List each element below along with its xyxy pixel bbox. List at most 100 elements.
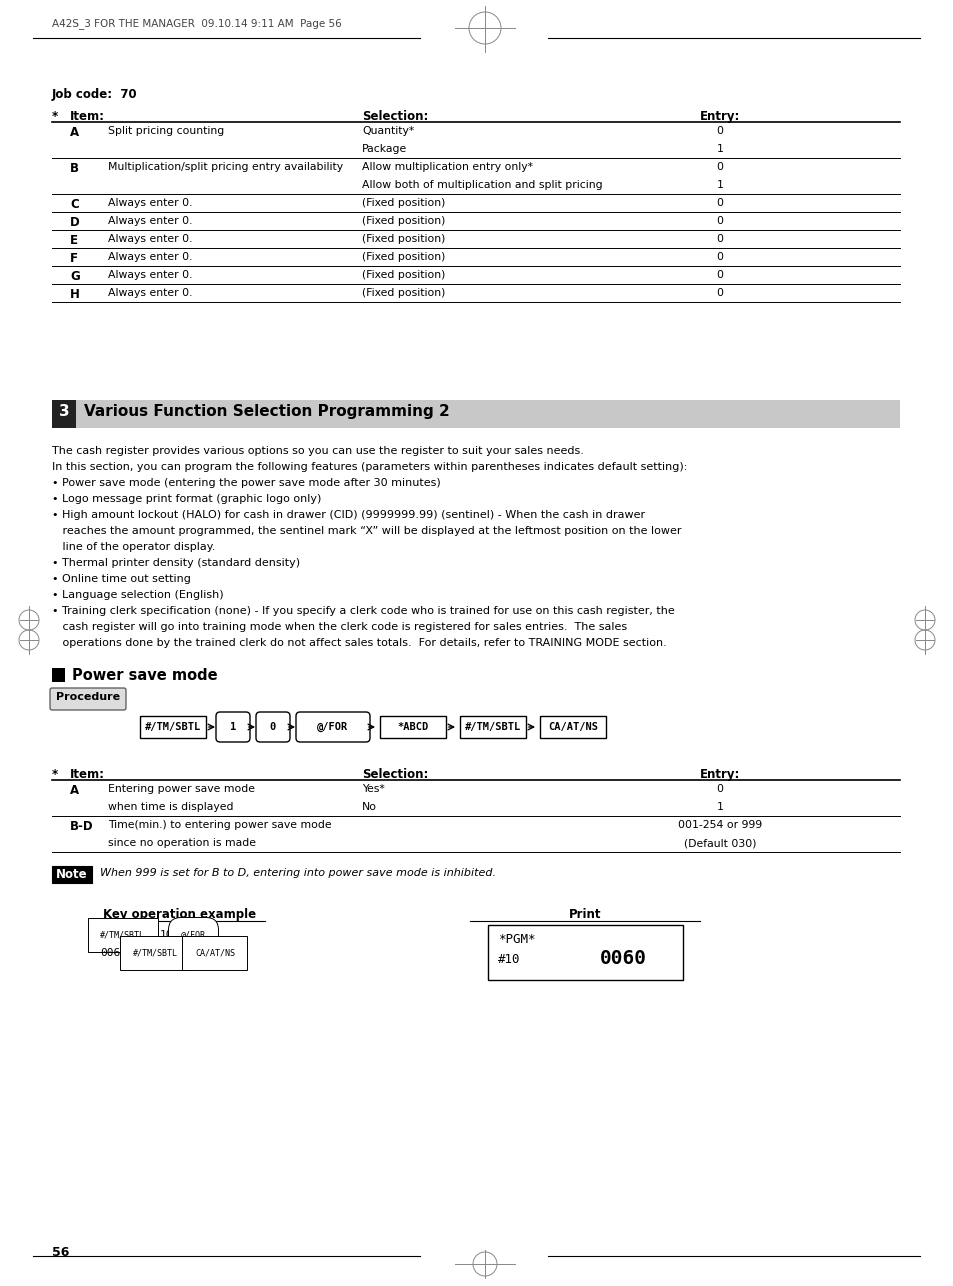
Text: • Language selection (English): • Language selection (English) [52,590,223,601]
Text: Various Function Selection Programming 2: Various Function Selection Programming 2 [84,404,449,419]
Text: 1: 1 [716,180,722,190]
Text: 0: 0 [716,234,722,244]
Text: B: B [70,162,79,175]
Text: Always enter 0.: Always enter 0. [108,234,193,244]
Text: Split pricing counting: Split pricing counting [108,126,224,136]
Text: 1: 1 [716,144,722,154]
Text: B-D: B-D [70,820,93,833]
Text: 0: 0 [716,162,722,172]
Text: #/TM/SBTL: #/TM/SBTL [100,930,145,939]
Text: @/FOR: @/FOR [181,930,206,939]
Text: 0: 0 [716,784,722,793]
Text: Entry:: Entry: [700,111,740,123]
Text: (Fixed position): (Fixed position) [361,270,445,280]
Text: 56: 56 [52,1246,70,1259]
Text: #10: #10 [497,953,520,966]
FancyBboxPatch shape [50,688,126,710]
Text: (Fixed position): (Fixed position) [361,234,445,244]
Text: 1: 1 [716,802,722,811]
Bar [488,925,682,980]
Text: In this section, you can program the following features (parameters within paren: In this section, you can program the fol… [52,462,687,472]
Text: Yes*: Yes* [361,784,384,793]
Text: (Fixed position): (Fixed position) [361,216,445,226]
Text: CA/AT/NS: CA/AT/NS [194,948,234,957]
Text: When 999 is set for B to D, entering into power save mode is inhibited.: When 999 is set for B to D, entering int… [100,868,496,878]
Text: Selection:: Selection: [361,111,428,123]
Text: operations done by the trained clerk do not affect sales totals.  For details, r: operations done by the trained clerk do … [52,638,666,648]
Text: 0: 0 [716,288,722,298]
Text: D: D [70,216,80,229]
Text: cash register will go into training mode when the clerk code is registered for s: cash register will go into training mode… [52,622,626,631]
Text: Multiplication/split pricing entry availability: Multiplication/split pricing entry avail… [108,162,343,172]
Text: Always enter 0.: Always enter 0. [108,288,193,298]
Text: *: * [52,768,58,781]
Text: Print: Print [568,908,600,921]
Text: Time(min.) to entering power save mode: Time(min.) to entering power save mode [108,820,332,829]
Text: 10: 10 [160,930,173,940]
Bar [52,400,899,428]
Text: since no operation is made: since no operation is made [108,838,255,847]
Text: Entry:: Entry: [700,768,740,781]
Text: *: * [52,111,58,123]
Text: The cash register provides various options so you can use the register to suit y: The cash register provides various optio… [52,446,583,457]
Text: Always enter 0.: Always enter 0. [108,252,193,262]
Text: Always enter 0.: Always enter 0. [108,198,193,208]
Text: • Power save mode (entering the power save mode after 30 minutes): • Power save mode (entering the power sa… [52,478,440,487]
FancyBboxPatch shape [215,712,250,742]
Text: Procedure: Procedure [56,692,120,702]
Text: 001-254 or 999: 001-254 or 999 [678,820,761,829]
Bar [459,716,525,738]
Text: 0: 0 [716,216,722,226]
Text: No: No [361,802,376,811]
Text: (Fixed position): (Fixed position) [361,288,445,298]
Text: (Fixed position): (Fixed position) [361,198,445,208]
Text: 0: 0 [716,270,722,280]
Text: Key operation example: Key operation example [103,908,256,921]
Text: Power save mode: Power save mode [71,667,217,683]
Text: Always enter 0.: Always enter 0. [108,270,193,280]
Text: Job code:  70: Job code: 70 [52,87,137,102]
Text: *ABCD: *ABCD [397,721,428,732]
Text: when time is displayed: when time is displayed [108,802,233,811]
Text: Allow both of multiplication and split pricing: Allow both of multiplication and split p… [361,180,602,190]
Text: 0060: 0060 [100,948,127,958]
Text: 1: 1 [230,721,236,732]
Text: 0: 0 [716,198,722,208]
Text: • Logo message print format (graphic logo only): • Logo message print format (graphic log… [52,494,321,504]
Text: A: A [70,784,79,797]
Text: C: C [70,198,79,211]
Text: Quantity*: Quantity* [361,126,414,136]
Text: Always enter 0.: Always enter 0. [108,216,193,226]
FancyBboxPatch shape [255,712,290,742]
Text: E: E [70,234,78,247]
Text: • Online time out setting: • Online time out setting [52,574,191,584]
Text: 0: 0 [716,126,722,136]
Bar [379,716,446,738]
Bar [52,400,76,428]
Text: Package: Package [361,144,407,154]
Bar [52,667,65,682]
Text: #/TM/SBTL: #/TM/SBTL [132,948,178,957]
Text: Item:: Item: [70,111,105,123]
Text: • Thermal printer density (standard density): • Thermal printer density (standard dens… [52,558,300,568]
Text: • Training clerk specification (none) - If you specify a clerk code who is train: • Training clerk specification (none) - … [52,606,674,616]
Text: G: G [70,270,80,283]
Bar [52,865,91,883]
Text: reaches the amount programmed, the sentinel mark “X” will be displayed at the le: reaches the amount programmed, the senti… [52,526,680,536]
Text: 3: 3 [59,404,70,419]
Text: A42S_3 FOR THE MANAGER  09.10.14 9:11 AM  Page 56: A42S_3 FOR THE MANAGER 09.10.14 9:11 AM … [52,18,341,28]
Text: Selection:: Selection: [361,768,428,781]
Text: 0: 0 [270,721,275,732]
Text: A: A [70,126,79,139]
Text: *PGM*: *PGM* [497,934,535,946]
Text: Entering power save mode: Entering power save mode [108,784,254,793]
Text: line of the operator display.: line of the operator display. [52,541,215,552]
Text: #/TM/SBTL: #/TM/SBTL [145,721,201,732]
Text: Note: Note [56,868,88,881]
Text: • High amount lockout (HALO) for cash in drawer (CID) (9999999.99) (sentinel) - : • High amount lockout (HALO) for cash in… [52,511,644,520]
Text: 0: 0 [716,252,722,262]
FancyBboxPatch shape [295,712,370,742]
Text: (Default 030): (Default 030) [683,838,756,847]
Bar [539,716,605,738]
Text: Allow multiplication entry only*: Allow multiplication entry only* [361,162,533,172]
